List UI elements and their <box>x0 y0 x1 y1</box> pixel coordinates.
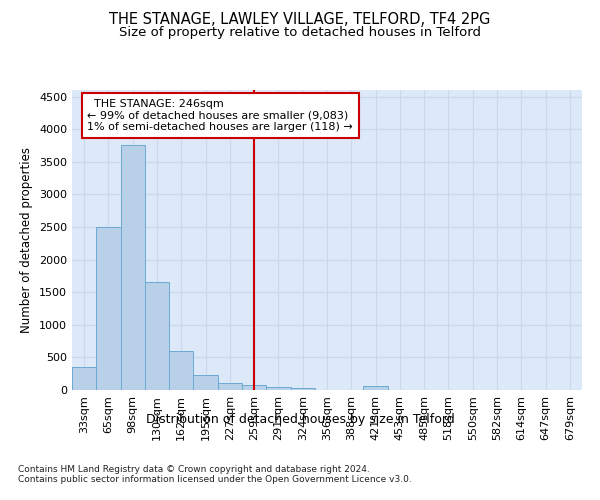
Bar <box>193 375 218 390</box>
Bar <box>72 367 96 390</box>
Bar <box>364 386 388 390</box>
Text: Contains HM Land Registry data © Crown copyright and database right 2024.
Contai: Contains HM Land Registry data © Crown c… <box>18 465 412 484</box>
Text: THE STANAGE, LAWLEY VILLAGE, TELFORD, TF4 2PG: THE STANAGE, LAWLEY VILLAGE, TELFORD, TF… <box>109 12 491 28</box>
Text: THE STANAGE: 246sqm
← 99% of detached houses are smaller (9,083)
1% of semi-deta: THE STANAGE: 246sqm ← 99% of detached ho… <box>88 99 353 132</box>
Bar <box>218 383 242 390</box>
Bar <box>169 351 193 390</box>
Y-axis label: Number of detached properties: Number of detached properties <box>20 147 34 333</box>
Text: Size of property relative to detached houses in Telford: Size of property relative to detached ho… <box>119 26 481 39</box>
Bar <box>145 282 169 390</box>
Bar <box>121 146 145 390</box>
Bar <box>96 227 121 390</box>
Bar <box>242 386 266 390</box>
Text: Distribution of detached houses by size in Telford: Distribution of detached houses by size … <box>146 412 454 426</box>
Bar <box>266 386 290 390</box>
Bar <box>290 388 315 390</box>
